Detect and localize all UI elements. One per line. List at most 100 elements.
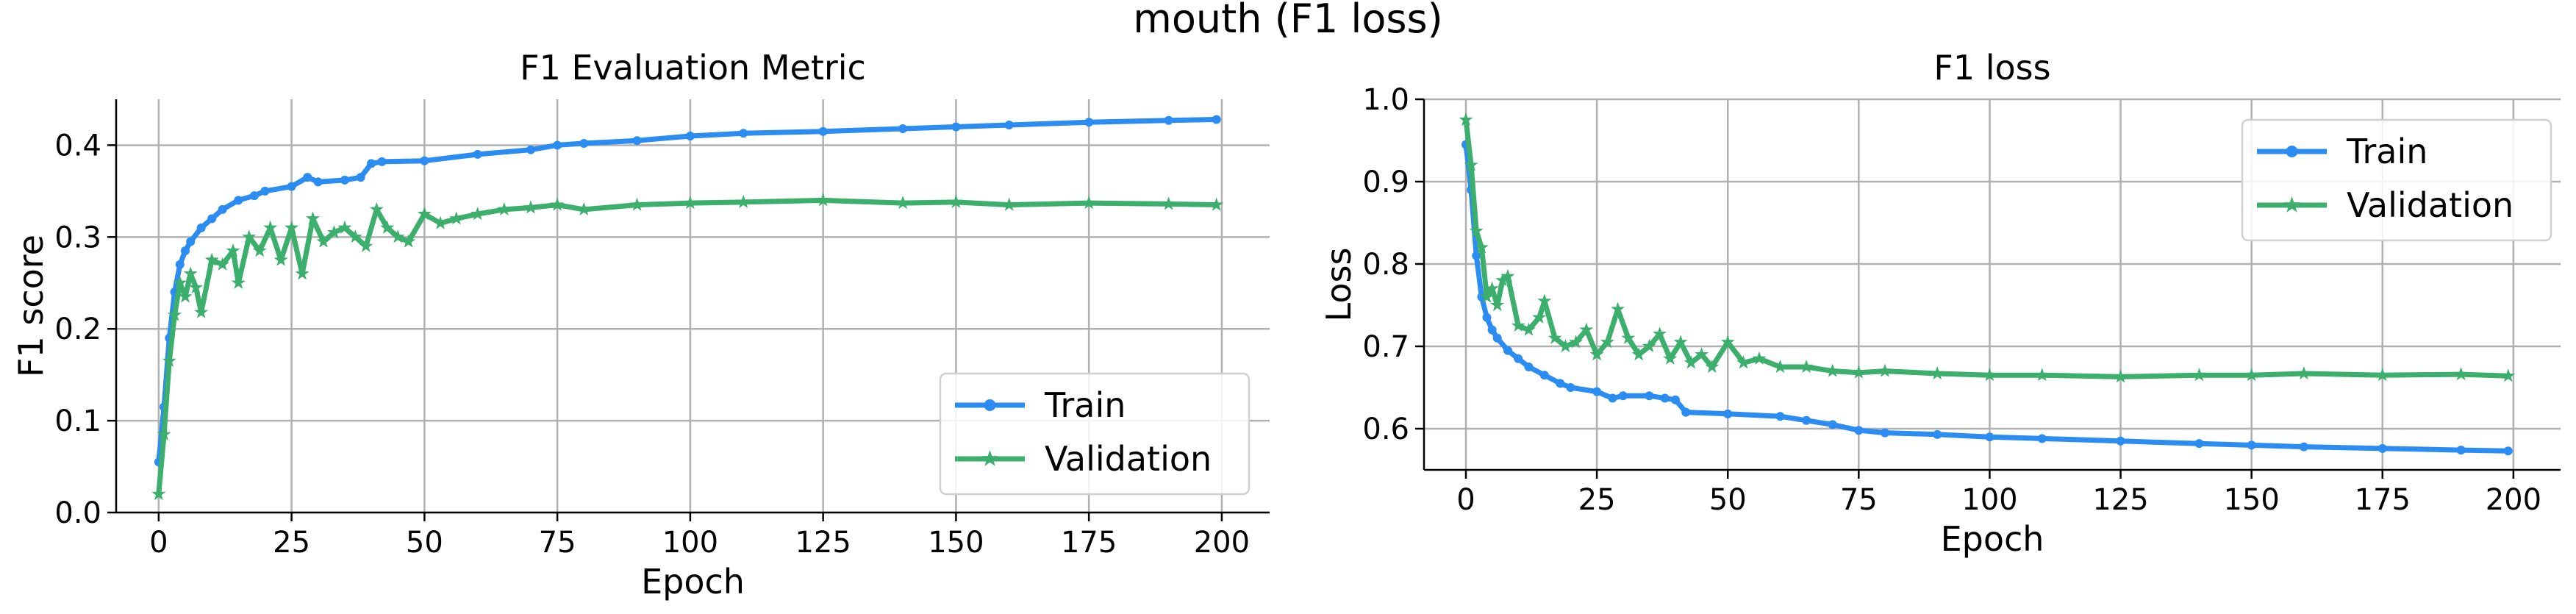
data-point <box>313 177 323 187</box>
subplot-1: 0 25 50 75 100 125 150 175 200 0.0 0.1 0.2 0.3 0.4 Epo… <box>11 48 1270 601</box>
data-point <box>473 149 482 159</box>
y-tick-label: 0.4 <box>54 129 101 163</box>
subplot-title: F1 loss <box>1933 48 2050 88</box>
data-point <box>2375 368 2390 382</box>
legend: Train Validation <box>2241 118 2552 242</box>
data-point <box>186 237 196 246</box>
data-point <box>818 126 828 136</box>
data-point <box>1464 157 1478 171</box>
data-point <box>1503 346 1512 355</box>
data-point <box>356 173 365 182</box>
data-point <box>1472 251 1481 260</box>
data-point <box>1480 289 1494 303</box>
data-point <box>218 204 227 214</box>
data-point <box>273 252 288 266</box>
legend-label: Validation <box>1045 439 1212 479</box>
x-tick-label: 125 <box>2092 483 2148 517</box>
data-point <box>683 196 698 210</box>
data-point <box>1621 330 1636 344</box>
data-point <box>898 124 908 133</box>
data-point <box>390 229 405 243</box>
data-point <box>162 353 176 367</box>
x-axis-label: Epoch <box>641 562 745 601</box>
data-point <box>183 266 198 280</box>
data-point <box>1673 335 1688 349</box>
data-point <box>173 275 187 289</box>
series-validation <box>1459 113 2516 383</box>
x-tick-label: 200 <box>1194 526 1250 560</box>
data-point <box>1004 120 1014 129</box>
data-point <box>194 304 209 318</box>
data-point <box>1982 368 1997 382</box>
data-point <box>1802 415 1811 425</box>
data-point <box>326 225 341 239</box>
data-point <box>1558 339 1573 353</box>
data-point <box>215 257 230 271</box>
data-point <box>295 266 310 280</box>
data-point <box>1645 391 1654 401</box>
data-point <box>1485 281 1500 295</box>
x-tick-label: 100 <box>1961 483 2017 517</box>
y-tick-label: 1.0 <box>1362 83 1409 117</box>
data-point <box>1579 322 1594 336</box>
data-point <box>1084 118 1094 127</box>
data-point <box>553 140 562 150</box>
data-point <box>579 138 589 148</box>
data-point <box>207 214 217 224</box>
data-point <box>420 156 429 165</box>
data-point <box>1752 351 1767 365</box>
x-tick-label: 100 <box>662 526 718 560</box>
data-point <box>252 243 267 257</box>
data-point <box>1459 113 1473 126</box>
data-point <box>1985 432 1994 442</box>
data-point <box>523 200 538 214</box>
data-point <box>340 175 349 185</box>
x-tick-label: 50 <box>1709 483 1747 517</box>
data-point <box>242 229 257 243</box>
x-tick-label: 175 <box>1061 526 1117 560</box>
data-point <box>526 145 535 154</box>
data-point <box>1878 363 1892 377</box>
x-tick-label: 200 <box>2486 483 2541 517</box>
data-point <box>180 246 190 256</box>
data-point <box>550 197 565 211</box>
data-point <box>188 280 203 294</box>
y-tick-label: 0.2 <box>54 313 101 346</box>
data-point <box>630 197 645 211</box>
data-point <box>497 201 512 215</box>
legend-marker <box>2286 146 2298 157</box>
data-point <box>1569 335 1584 349</box>
data-point <box>1880 428 1889 438</box>
data-point <box>816 193 831 207</box>
data-point <box>632 136 642 146</box>
data-point <box>1663 351 1678 365</box>
x-tick-label: 175 <box>2355 483 2411 517</box>
data-point <box>685 131 695 140</box>
data-point <box>417 207 432 221</box>
legend-marker <box>2283 196 2300 213</box>
data-point <box>1482 313 1492 322</box>
y-tick-label: 0.1 <box>54 404 101 438</box>
data-point <box>1592 387 1602 396</box>
data-point <box>1736 355 1751 369</box>
data-point <box>1469 224 1484 238</box>
data-point <box>1933 429 1942 439</box>
data-point <box>1611 301 1625 315</box>
data-point <box>2503 446 2513 456</box>
data-point <box>1162 196 1176 210</box>
x-tick-label: 150 <box>2223 483 2279 517</box>
data-point <box>1212 115 1221 124</box>
legend-marker <box>981 450 998 466</box>
data-point <box>1548 330 1562 344</box>
data-point <box>2299 442 2308 451</box>
subplot-2: 0 25 50 75 100 125 150 175 200 0.6 0.7 0.8 0.9 1.0 Epo… <box>1319 48 2561 559</box>
data-point <box>1539 371 1549 380</box>
data-point <box>316 234 331 248</box>
data-point <box>1556 379 1565 388</box>
y-tick-label: 0.3 <box>54 221 101 254</box>
data-point <box>951 122 961 132</box>
data-point <box>168 307 182 321</box>
x-tick-label: 50 <box>406 526 443 560</box>
data-point <box>287 182 296 191</box>
data-point <box>2247 440 2256 450</box>
